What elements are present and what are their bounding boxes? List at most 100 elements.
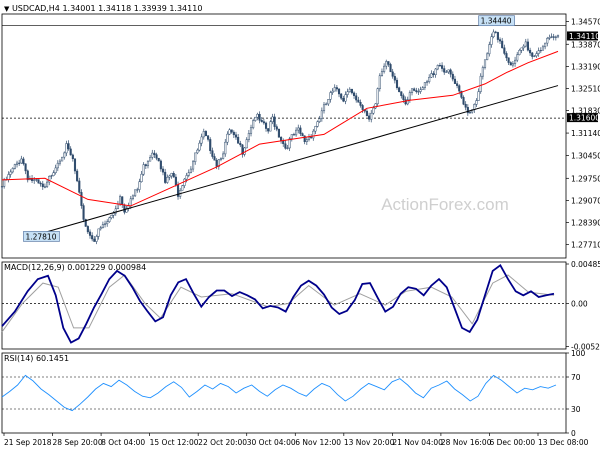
candle-body bbox=[65, 143, 68, 154]
candle-body bbox=[260, 120, 263, 122]
candle-body bbox=[9, 171, 12, 175]
candle-body bbox=[391, 71, 394, 77]
symbol-label: USDCAD,H4 bbox=[11, 4, 60, 13]
candle-body bbox=[417, 91, 420, 93]
candle-body bbox=[408, 92, 411, 101]
time-tick-label: 6 Nov 12:00 bbox=[295, 438, 341, 447]
candle-body bbox=[546, 38, 549, 44]
price-panel[interactable]: 1.34570 1.33870 1.33190 1.32510 1.31830 1.311… bbox=[0, 15, 600, 250]
candle-body bbox=[196, 149, 199, 154]
time-axis: 21 Sep 2018 28 Sep 20:008 Oct 04:00 15 Oct… bbox=[3, 433, 589, 447]
candle-body bbox=[456, 83, 459, 86]
candle-body bbox=[488, 44, 491, 55]
macd-tick-label: 0.00 bbox=[571, 299, 588, 308]
candle-body bbox=[80, 192, 83, 206]
rsi-tick-label: 30 bbox=[571, 405, 581, 414]
rsi-tick-label: 100 bbox=[571, 349, 586, 358]
candle-body bbox=[385, 61, 388, 67]
candle-body bbox=[333, 87, 336, 92]
candle-body bbox=[436, 65, 439, 70]
candle-body bbox=[415, 90, 418, 92]
candle-body bbox=[222, 153, 225, 159]
candle-body bbox=[52, 172, 55, 176]
candle-body bbox=[26, 170, 29, 181]
candle-body bbox=[522, 45, 525, 49]
candle-body bbox=[372, 107, 375, 114]
candle-body bbox=[492, 31, 495, 38]
candle-body bbox=[501, 40, 504, 49]
candle-body bbox=[359, 102, 362, 106]
candle-body bbox=[217, 159, 220, 167]
candle-body bbox=[262, 121, 265, 124]
candle-body bbox=[340, 93, 343, 99]
candle-body bbox=[462, 97, 465, 105]
candle-body bbox=[159, 160, 162, 170]
candle-body bbox=[335, 87, 338, 90]
candle-body bbox=[520, 47, 523, 51]
candle-body bbox=[438, 65, 441, 67]
candle-body bbox=[129, 198, 132, 207]
candle-body bbox=[24, 163, 27, 172]
candle-body bbox=[466, 107, 469, 114]
rsi-panel[interactable]: 100 70 30 0 bbox=[1, 349, 586, 438]
candle-body bbox=[151, 152, 154, 158]
rsi-tick-label: 70 bbox=[571, 373, 581, 382]
candle-body bbox=[63, 152, 66, 158]
price-tick-label: 1.32510 bbox=[571, 85, 600, 94]
candle-body bbox=[267, 128, 270, 132]
price-label-text: 1.27810 bbox=[25, 232, 56, 241]
candle-body bbox=[18, 162, 21, 164]
candle-body bbox=[395, 79, 399, 88]
candle-body bbox=[503, 47, 506, 54]
candle-body bbox=[174, 176, 177, 185]
candle-body bbox=[406, 99, 409, 105]
price-tick-label: 1.29070 bbox=[571, 196, 600, 205]
macd-panel[interactable]: 0.004853 0.00 -0.005284 bbox=[1, 260, 600, 351]
candle-body bbox=[346, 91, 349, 95]
candle-body bbox=[269, 121, 272, 132]
candle-body bbox=[453, 78, 457, 84]
candle-body bbox=[483, 59, 487, 68]
candle-body bbox=[344, 94, 347, 102]
candle-body bbox=[299, 127, 302, 134]
price-tick-label: 1.31830 bbox=[571, 107, 600, 116]
candle-body bbox=[114, 208, 117, 214]
axis-marker-text: 1.34110 bbox=[569, 32, 600, 41]
candle-body bbox=[254, 116, 257, 121]
time-tick-label: 13 Dec 08:00 bbox=[538, 438, 589, 447]
candle-body bbox=[108, 217, 111, 223]
candle-body bbox=[232, 131, 235, 136]
candle-body bbox=[273, 116, 276, 127]
candle-body bbox=[505, 53, 508, 59]
candle-body bbox=[209, 139, 212, 151]
price-tick-label: 1.28390 bbox=[571, 219, 600, 228]
candle-body bbox=[256, 113, 259, 118]
candle-body bbox=[496, 32, 499, 40]
candle-body bbox=[423, 82, 426, 88]
candle-body bbox=[224, 141, 227, 155]
candle-body bbox=[475, 100, 478, 105]
candle-body bbox=[464, 103, 467, 108]
candle-body bbox=[164, 171, 167, 183]
dropdown-icon[interactable]: ▼ bbox=[4, 5, 10, 13]
candle-body bbox=[112, 212, 115, 216]
price-label-text: 1.34440 bbox=[481, 17, 512, 26]
candle-body bbox=[271, 116, 274, 123]
candle-body bbox=[153, 152, 156, 155]
candle-body bbox=[539, 50, 542, 52]
candle-body bbox=[413, 88, 416, 91]
candle-body bbox=[284, 143, 287, 149]
candle-body bbox=[78, 180, 81, 193]
panel-frame-2 bbox=[1, 352, 567, 434]
candle-body bbox=[277, 128, 280, 138]
price-tick-label: 1.33870 bbox=[571, 40, 600, 49]
candle-body bbox=[71, 154, 74, 160]
candle-body bbox=[479, 75, 482, 92]
candle-body bbox=[486, 53, 489, 61]
candle-body bbox=[3, 179, 6, 187]
price-tick-label: 1.33190 bbox=[571, 62, 600, 71]
candle-body bbox=[337, 88, 341, 95]
macd-tick-label: -0.005284 bbox=[571, 342, 600, 351]
candle-body bbox=[101, 224, 104, 228]
price-label-box bbox=[23, 231, 60, 242]
